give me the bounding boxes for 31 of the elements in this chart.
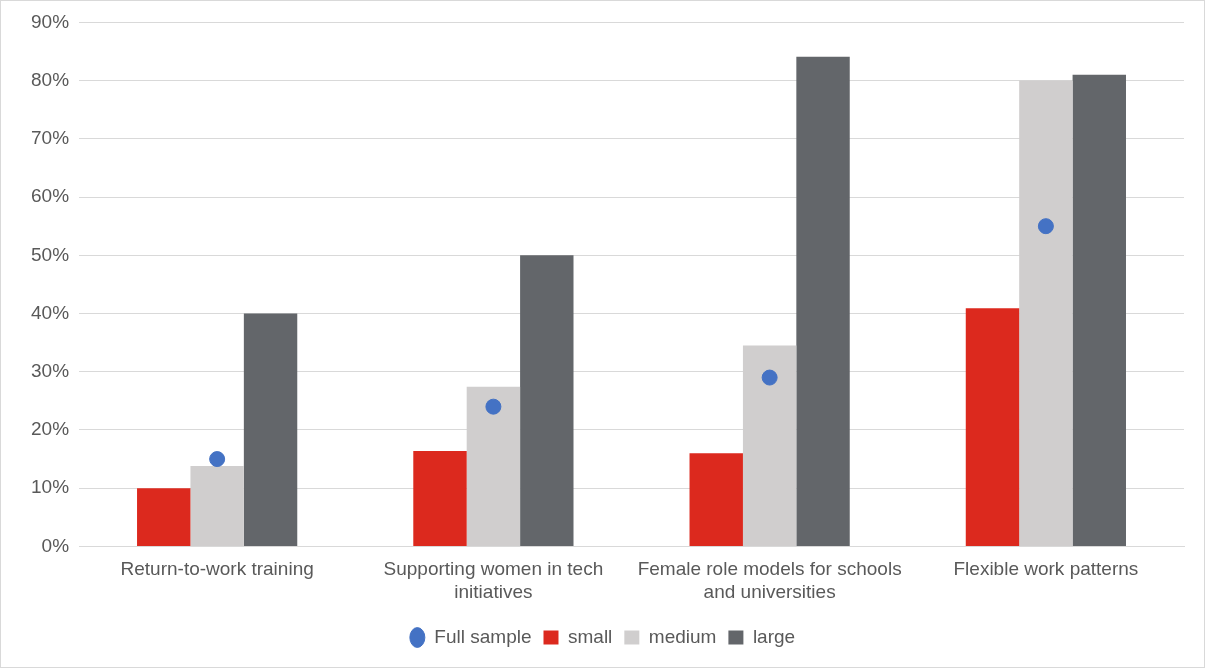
- x-tick-label: Flexible work patterns: [953, 558, 1139, 580]
- point: [761, 369, 778, 386]
- y-tick-label: 60%: [31, 185, 70, 207]
- y-tick-label: 30%: [31, 359, 70, 381]
- legend-label: small: [567, 625, 613, 647]
- bar: [689, 453, 743, 546]
- legend-label: Full sample: [434, 625, 532, 647]
- y-tick-label: 80%: [31, 68, 70, 90]
- bar: [1072, 74, 1126, 546]
- bar: [243, 313, 298, 546]
- bar: [190, 466, 244, 546]
- legend-label: large: [752, 625, 796, 647]
- bar: [520, 255, 574, 546]
- y-tick-label: 0%: [41, 534, 70, 556]
- y-tick-label: 50%: [31, 243, 70, 265]
- y-tick-label: 70%: [31, 127, 70, 149]
- legend-label: medium: [648, 625, 717, 647]
- x-tick-label: Return-to-work training: [120, 558, 314, 580]
- point: [1037, 218, 1054, 235]
- y-tick-label: 40%: [31, 301, 70, 323]
- x-tick-label: Female role models for schools and universities: [637, 558, 902, 602]
- x-tick-label: Supporting women in tech initiatives: [383, 558, 604, 602]
- y-tick-label: 90%: [31, 10, 70, 32]
- y-tick-label: 20%: [31, 418, 70, 440]
- bar: [137, 488, 191, 546]
- point: [209, 451, 226, 468]
- bar: [413, 450, 467, 546]
- point: [485, 398, 502, 415]
- bar: [965, 308, 1020, 546]
- bar: [796, 56, 850, 546]
- y-tick-label: 10%: [31, 476, 70, 498]
